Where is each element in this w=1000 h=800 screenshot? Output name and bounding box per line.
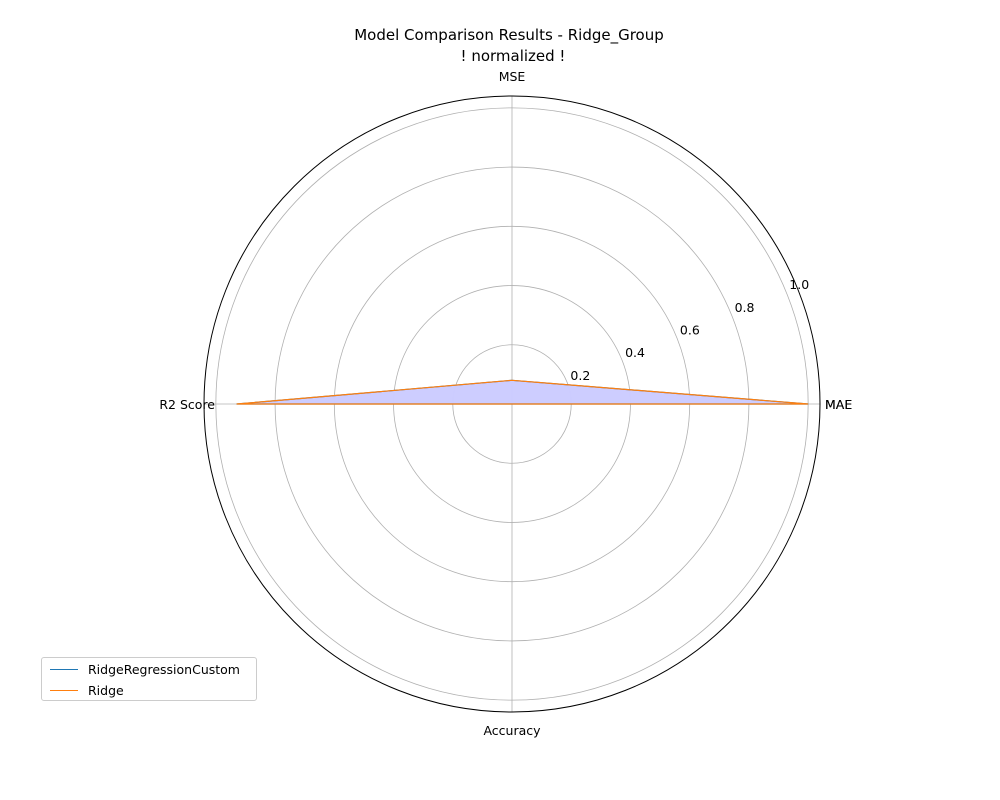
axis-label: Accuracy: [483, 723, 541, 738]
chart-title: Model Comparison Results - Ridge_Group: [354, 26, 664, 45]
chart-subtitle: ! normalized !: [461, 47, 566, 65]
axis-label: MAE: [825, 397, 852, 412]
legend-item-ridge: Ridge: [50, 680, 124, 700]
legend-label: RidgeRegressionCustom: [88, 661, 240, 677]
series-fill: [236, 380, 809, 404]
axis-label: MAE: [825, 397, 852, 412]
legend-swatch-ridge: [50, 689, 78, 691]
radial-tick-labels: 0.2 0.4 0.6 0.8 1.0: [570, 277, 809, 383]
polar-frame: [203, 95, 821, 713]
series-layer: [236, 379, 809, 405]
axis-label: MSE: [499, 69, 526, 84]
legend-label: Ridge: [88, 682, 124, 698]
radial-tick-label: 0.4: [625, 345, 645, 360]
radial-tick-label: 1.0: [789, 277, 809, 292]
axis-label: R2 Score: [159, 397, 215, 412]
legend-swatch-ridgeregressioncustom: [50, 668, 78, 670]
legend: RidgeRegressionCustom Ridge: [41, 657, 257, 701]
legend-item-ridgeregressioncustom: RidgeRegressionCustom: [50, 659, 240, 679]
radial-tick-label: 0.8: [735, 300, 755, 315]
radial-tick-label: 0.6: [680, 323, 700, 338]
series-line-ridge: [236, 379, 809, 405]
radial-tick-label: 0.2: [570, 368, 590, 383]
